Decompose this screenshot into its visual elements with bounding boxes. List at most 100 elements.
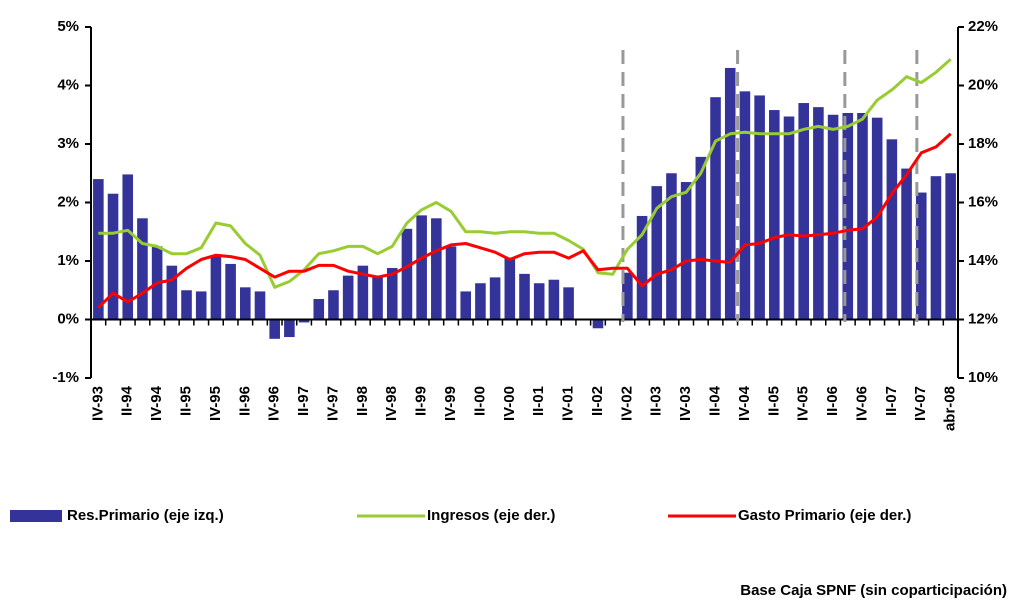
x-tick-label: IV-07 [912,386,929,421]
x-tick-label: IV-04 [736,385,753,421]
bar [181,290,192,320]
bar [754,95,765,320]
bar [724,67,736,320]
x-tick-label: IV-01 [560,386,577,421]
bar [313,299,325,320]
x-tick-label: IV-96 [266,386,283,421]
x-tick-label: IV-03 [677,386,694,421]
y2-tick-label: 14% [968,252,998,269]
bar [886,139,898,320]
x-tick-label: II-96 [236,386,253,416]
y-tick-label: 1% [57,252,79,269]
bar [739,91,751,320]
x-tick-label: IV-97 [324,386,341,421]
x-tick-label: II-06 [824,386,841,416]
x-tick-label: II-07 [883,386,900,416]
bar [592,319,604,329]
bar [636,215,648,320]
bar [945,173,956,320]
bar [386,268,398,320]
x-tick-label: II-05 [765,386,782,416]
bar [137,218,148,320]
bar [710,97,721,320]
bar [563,287,574,320]
x-tick-label: IV-93 [89,386,106,421]
bar [416,215,427,320]
bar [166,265,178,320]
bar [475,283,486,320]
bar [504,258,516,320]
bar [210,255,222,320]
x-tick-label: II-98 [354,386,371,416]
bar [666,173,677,320]
y-tick-label: -1% [52,369,79,386]
x-tick-label: IV-06 [853,386,870,421]
bar [548,279,560,320]
note: Base Caja SPNF (sin coparticipación) [740,582,1007,599]
x-tick-label: II-01 [530,386,547,416]
x-tick-label: IV-00 [501,386,518,421]
x-tick-label: II-99 [413,386,430,416]
y2-tick-label: 12% [968,310,998,327]
x-tick-label: IV-98 [383,386,400,421]
bar [460,291,472,320]
bar [240,287,251,320]
legend-swatch [10,510,62,522]
bar [857,112,868,320]
y-tick-label: 4% [57,76,79,93]
line [97,132,952,309]
x-tick-label: abr-08 [942,386,959,431]
bar [622,272,633,320]
bar [328,290,339,320]
bar [372,275,383,320]
bar [930,176,942,320]
y-tick-label: 5% [57,18,79,35]
bar [533,283,545,320]
bar [93,179,104,320]
x-tick-label: IV-02 [618,386,635,421]
y-tick-label: 3% [57,135,79,152]
bar [519,273,530,320]
x-tick-label: IV-05 [795,386,812,421]
x-tick-label: II-94 [119,385,136,416]
y2-tick-label: 20% [968,76,998,93]
bar [298,319,310,323]
y2-tick-label: 10% [968,369,998,386]
y2-tick-label: 16% [968,193,998,210]
x-tick-label: II-00 [471,386,488,416]
bar [195,291,207,320]
bar [107,193,119,320]
bar [915,192,927,320]
bar [798,103,809,320]
bar [842,112,854,320]
bar [489,277,501,320]
bar [901,168,912,320]
x-tick-label: II-95 [177,386,194,416]
bar [783,116,795,320]
y2-tick-label: 22% [968,18,998,35]
bar [813,107,824,320]
bar [225,263,236,320]
x-tick-label: II-02 [589,386,606,416]
y-tick-label: 0% [57,310,79,327]
bar [827,114,839,320]
legend-label: Ingresos (eje der.) [427,507,555,524]
bar [122,174,134,320]
bar [695,156,707,320]
legend-label: Res.Primario (eje izq.) [67,507,224,524]
bar [342,275,354,320]
y-tick-label: 2% [57,193,79,210]
bar [680,182,692,320]
bar [445,246,457,320]
bar [269,319,280,339]
bar [401,228,413,320]
legend-label: Gasto Primario (eje der.) [738,507,911,524]
bar [651,186,663,320]
line [98,58,952,289]
x-tick-label: II-03 [648,386,665,416]
bar [431,218,442,320]
y2-tick-label: 18% [968,135,998,152]
x-tick-label: IV-94 [148,385,165,421]
x-tick-label: IV-99 [442,386,459,421]
